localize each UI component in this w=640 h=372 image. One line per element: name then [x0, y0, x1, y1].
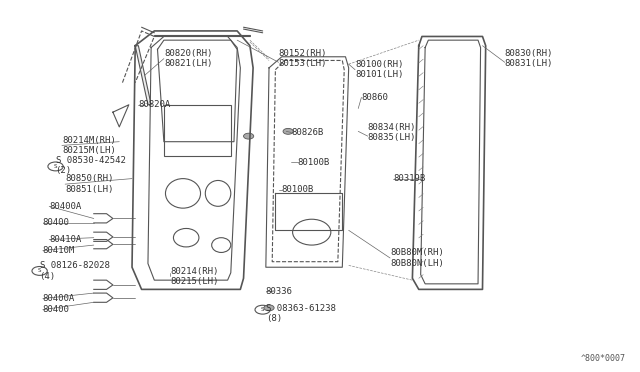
Text: 80400A: 80400A [43, 294, 75, 303]
Text: 80400: 80400 [43, 305, 70, 314]
Text: 80850(RH)
80851(LH): 80850(RH) 80851(LH) [65, 174, 113, 194]
Text: 80400A: 80400A [49, 202, 81, 211]
Text: S: S [54, 164, 58, 169]
Text: 80B80M(RH)
80B80N(LH): 80B80M(RH) 80B80N(LH) [390, 248, 444, 268]
Text: 80100(RH)
80101(LH): 80100(RH) 80101(LH) [355, 60, 403, 79]
Text: 80820A: 80820A [138, 100, 171, 109]
Circle shape [283, 128, 293, 134]
Text: 80100B: 80100B [282, 185, 314, 194]
Text: 80336: 80336 [266, 287, 292, 296]
Text: 80820(RH)
80821(LH): 80820(RH) 80821(LH) [164, 49, 212, 68]
Circle shape [244, 133, 253, 139]
Circle shape [264, 305, 274, 311]
Text: 80834(RH)
80835(LH): 80834(RH) 80835(LH) [368, 123, 416, 142]
Text: S 08126-82028
(4): S 08126-82028 (4) [40, 261, 109, 280]
Text: S 08530-42542
(2): S 08530-42542 (2) [56, 156, 125, 175]
Text: S: S [38, 269, 42, 273]
Text: 80860: 80860 [362, 93, 388, 102]
Text: ^800*0007: ^800*0007 [581, 354, 626, 363]
Text: 80100B: 80100B [298, 157, 330, 167]
Text: 80400: 80400 [43, 218, 70, 227]
Text: S 08363-61238
(8): S 08363-61238 (8) [266, 304, 336, 323]
Text: 80214(RH)
80215(LH): 80214(RH) 80215(LH) [170, 267, 219, 286]
Text: 80830(RH)
80831(LH): 80830(RH) 80831(LH) [505, 49, 553, 68]
Text: 80410M: 80410M [43, 246, 75, 255]
Text: 80319B: 80319B [394, 174, 426, 183]
Text: S: S [261, 307, 264, 312]
Polygon shape [135, 46, 151, 105]
Text: 80214M(RH)
80215M(LH): 80214M(RH) 80215M(LH) [62, 136, 116, 155]
Text: 80826B: 80826B [291, 128, 324, 137]
Text: 80410A: 80410A [49, 235, 81, 244]
Text: 80152(RH)
80153(LH): 80152(RH) 80153(LH) [278, 49, 327, 68]
